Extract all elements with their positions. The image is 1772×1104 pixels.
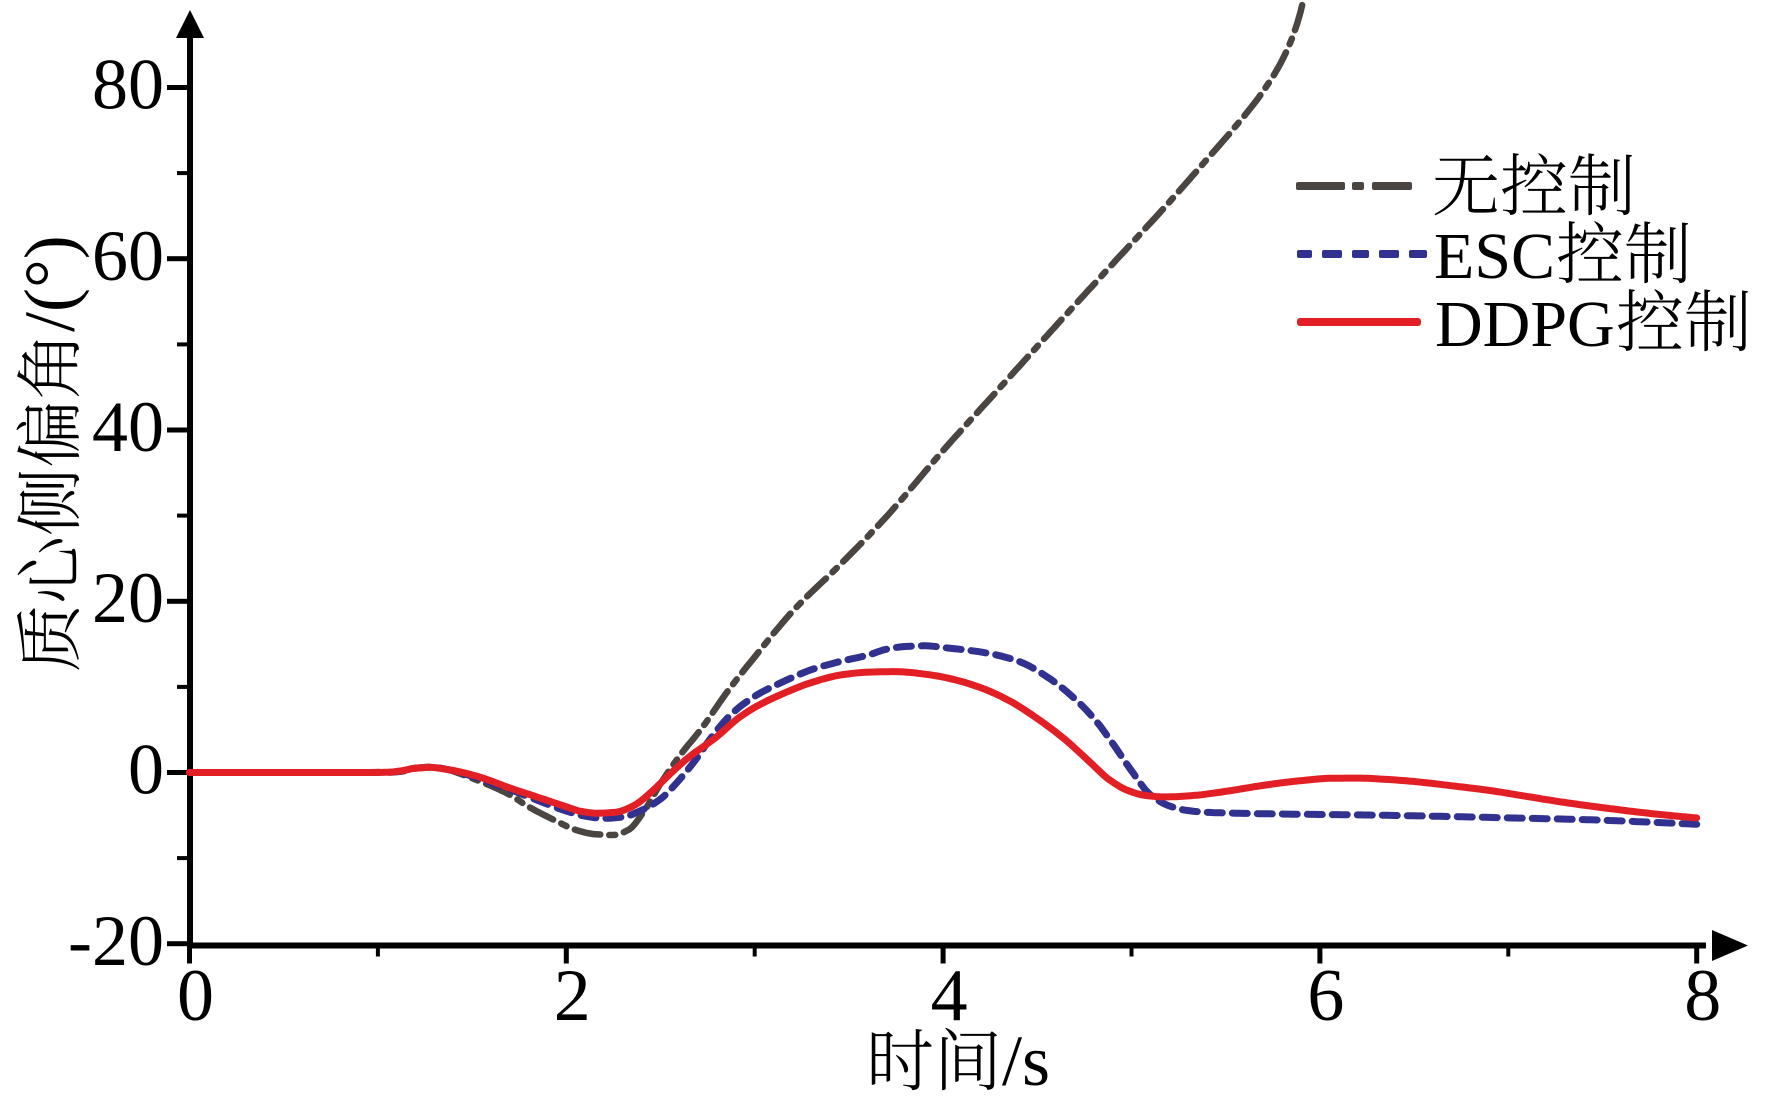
svg-text:ESC: ESC xyxy=(1434,220,1555,293)
svg-text:8: 8 xyxy=(1684,955,1721,1037)
svg-text:-20: -20 xyxy=(68,901,164,981)
svg-text:/(°): /(°) xyxy=(10,235,90,332)
svg-text:DDPG: DDPG xyxy=(1435,288,1615,361)
svg-text:0: 0 xyxy=(177,955,214,1037)
svg-text:20: 20 xyxy=(92,558,164,638)
svg-text:60: 60 xyxy=(92,216,164,296)
svg-text:80: 80 xyxy=(92,45,164,125)
svg-text:4: 4 xyxy=(931,955,968,1037)
svg-text:40: 40 xyxy=(92,387,164,467)
svg-text:/s: /s xyxy=(1002,1021,1050,1099)
svg-text:0: 0 xyxy=(128,730,164,810)
svg-text:6: 6 xyxy=(1307,955,1344,1037)
svg-text:2: 2 xyxy=(554,955,591,1037)
